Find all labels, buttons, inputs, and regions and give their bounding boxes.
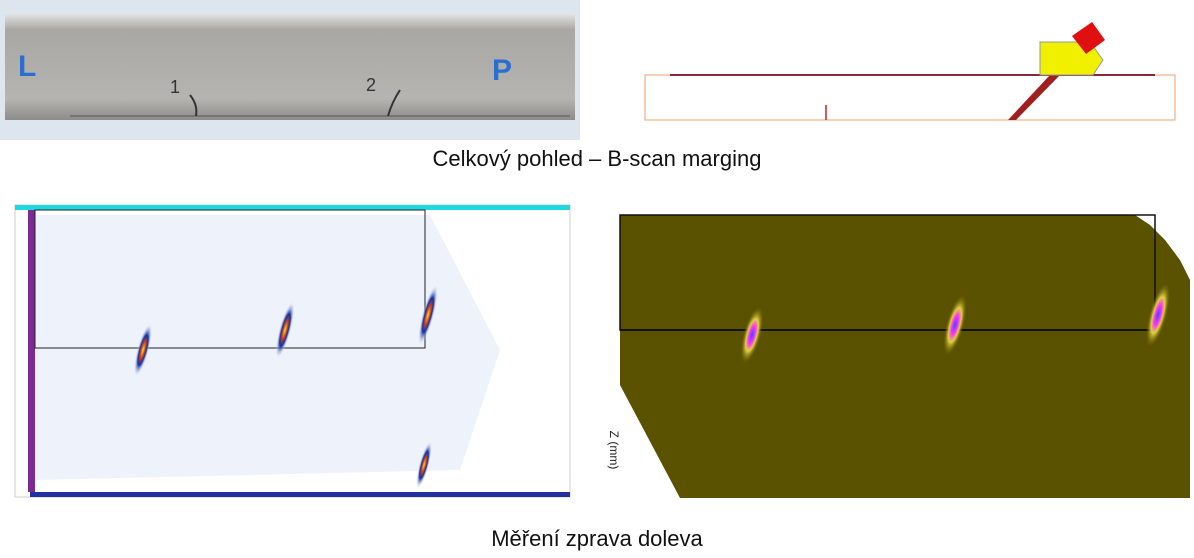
caption: Měření zprava doleva bbox=[491, 526, 703, 551]
photo-label: L bbox=[18, 50, 36, 83]
photo-label: 2 bbox=[366, 75, 376, 95]
b-scan-right: Z (mm) bbox=[607, 210, 1190, 498]
probe-diagram bbox=[645, 22, 1175, 120]
b-scan-left bbox=[15, 205, 570, 497]
caption: Celkový pohled – B-scan marging bbox=[433, 146, 762, 171]
photo-label: 1 bbox=[170, 77, 180, 97]
specimen-photo: L 1 2 P bbox=[0, 0, 580, 140]
slide: L 1 2 P Celkový pohled – B-scan marging bbox=[0, 0, 1194, 558]
photo-label: P bbox=[492, 54, 512, 87]
axis-label: Z (mm) bbox=[607, 431, 621, 470]
